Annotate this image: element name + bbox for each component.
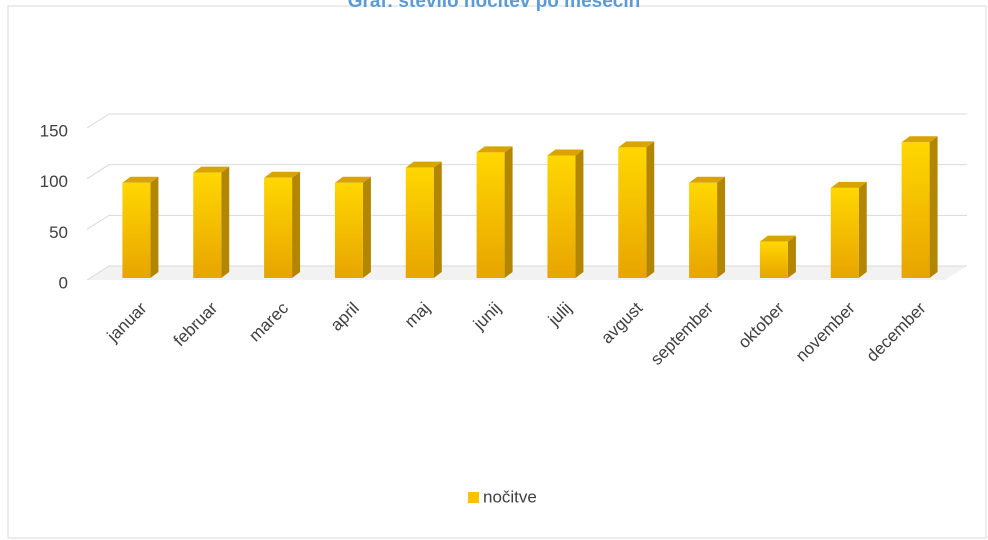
bar (193, 166, 230, 278)
bar (476, 146, 513, 278)
chart-title: Graf: število nočitev po mesecih (348, 0, 640, 12)
bar-side (787, 235, 796, 278)
bar-side (362, 176, 371, 278)
x-tick-label: marec (245, 298, 292, 345)
bar-top (122, 176, 159, 183)
bar (264, 171, 301, 278)
grid-line (86, 164, 967, 180)
bar-front (618, 147, 647, 278)
bar-top (405, 161, 442, 168)
x-tick-label: februar (170, 298, 222, 350)
y-tick-label: 100 (40, 172, 68, 191)
y-tick-label: 150 (40, 121, 68, 140)
x-tick-label: junij (469, 299, 505, 335)
x-tick-label: julij (544, 299, 576, 331)
bar-front (405, 167, 434, 278)
bar-front (334, 182, 363, 278)
bar-side (717, 176, 726, 278)
bar-top (830, 181, 867, 188)
x-tick-label: december (863, 298, 930, 365)
x-tick-label: november (792, 298, 859, 365)
bar-top (759, 235, 796, 242)
bar-side (929, 136, 938, 278)
bar-side (575, 149, 584, 278)
legend-label: nočitve (483, 487, 537, 506)
bar (759, 235, 796, 278)
bar-front (901, 142, 930, 278)
bar-top (547, 149, 584, 156)
bar-top (264, 171, 301, 178)
bar (122, 176, 159, 278)
bar (547, 149, 584, 278)
x-tick-label: avgust (597, 298, 646, 347)
bar-side (858, 181, 867, 278)
bar-side (150, 176, 159, 278)
bar-top (901, 136, 938, 143)
bar (901, 136, 938, 278)
bar (830, 181, 867, 278)
bar-top (193, 166, 230, 173)
bar-front (264, 177, 293, 278)
chart-border (7, 5, 987, 539)
y-tick-label: 0 (59, 273, 68, 292)
bar-front (759, 241, 788, 278)
bar (405, 161, 442, 278)
bar-side (221, 166, 230, 278)
x-tick-label: januar (103, 298, 151, 346)
x-tick-label: oktober (734, 298, 788, 352)
grid-line (86, 265, 967, 281)
bar-front (830, 187, 859, 278)
bar-top (618, 141, 655, 148)
x-tick-label: maj (401, 299, 434, 332)
bar-side (504, 146, 513, 278)
bar-top (476, 146, 513, 153)
x-tick-label: april (327, 299, 363, 335)
y-tick-label: 50 (49, 223, 68, 242)
bar-front (689, 182, 718, 278)
bar-top (689, 176, 726, 183)
legend-swatch (468, 492, 479, 503)
bar-top (334, 176, 371, 183)
grid-line (86, 214, 967, 230)
bar-side (292, 171, 301, 278)
x-tick-label: september (647, 298, 717, 368)
bar-side (646, 141, 655, 278)
bar-front (122, 182, 151, 278)
bar-front (547, 155, 576, 278)
bar (618, 141, 655, 278)
bar-front (476, 152, 505, 278)
bar (689, 176, 726, 278)
grid-line (86, 113, 967, 129)
floor (87, 266, 967, 280)
bar (334, 176, 371, 278)
bar-front (193, 172, 222, 278)
bar-side (433, 161, 442, 278)
